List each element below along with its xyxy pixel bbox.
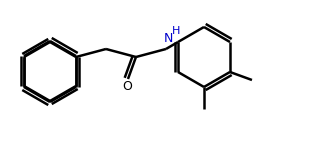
Text: O: O	[122, 81, 132, 94]
Text: H: H	[172, 26, 180, 36]
Text: N: N	[163, 32, 173, 45]
